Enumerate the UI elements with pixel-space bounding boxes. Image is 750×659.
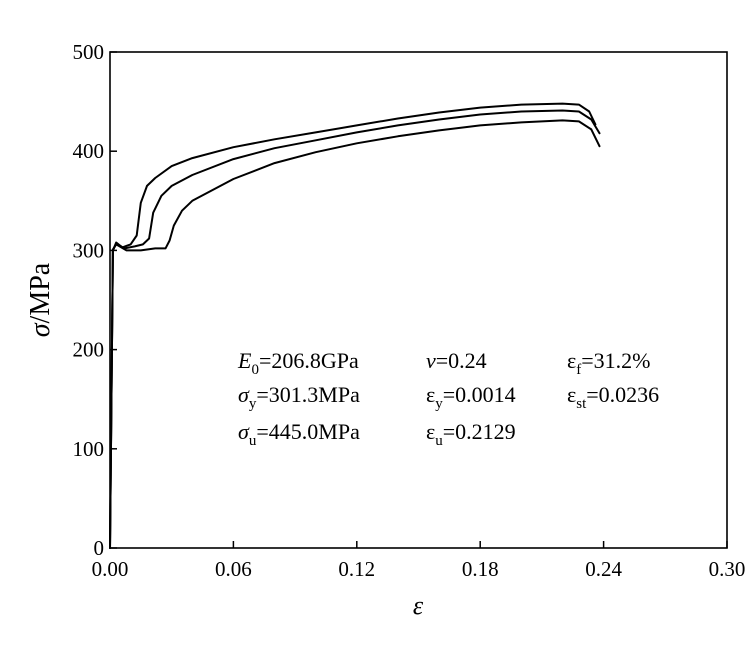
x-tick-label: 0.12 [338, 557, 375, 581]
series-line-3 [109, 119, 601, 549]
annotation-sigmay: σy=301.3MPa [238, 382, 360, 412]
annotation-epsu: εu=0.2129 [426, 419, 516, 449]
y-tick-label: 400 [73, 139, 105, 163]
y-axis-unit: /MPa [25, 262, 56, 323]
axis-tick-labels: 0.00 0.06 0.12 0.18 0.24 0.30 0 100 200 300 400 500 [73, 40, 746, 581]
annotation-epsy: εy=0.0014 [426, 382, 516, 412]
x-tick-label: 0.24 [585, 557, 622, 581]
x-tick-label: 0.30 [709, 557, 746, 581]
annotation-sigmau: σu=445.0MPa [238, 419, 360, 449]
series-line-1 [109, 102, 597, 549]
y-tick-label: 300 [73, 238, 105, 262]
x-tick-label: 0.18 [462, 557, 499, 581]
y-tick-label: 500 [73, 40, 105, 64]
annotation-block: E0=206.8GPa ν=0.24 εf=31.2% σy=301.3MPa … [237, 348, 659, 449]
x-tick-label: 0.00 [92, 557, 129, 581]
x-tick-label: 0.06 [215, 557, 252, 581]
y-tick-label: 100 [73, 437, 105, 461]
axis-ticks [109, 51, 728, 549]
series-line-2 [109, 109, 601, 549]
x-axis-title: ε [413, 591, 424, 620]
plot-frame [109, 51, 728, 549]
annotation-epsst: εst=0.0236 [567, 382, 659, 412]
annotation-epsf: εf=31.2% [567, 348, 650, 378]
svg-text:σ/MPa: σ/MPa [25, 262, 56, 337]
y-tick-label: 0 [94, 536, 105, 560]
y-axis-symbol: σ [25, 322, 56, 337]
series-group [109, 102, 601, 549]
y-axis-title: σ/MPa [25, 262, 56, 337]
annotation-nu: ν=0.24 [426, 348, 487, 373]
y-tick-label: 200 [73, 338, 105, 362]
annotation-e0: E0=206.8GPa [237, 348, 359, 378]
